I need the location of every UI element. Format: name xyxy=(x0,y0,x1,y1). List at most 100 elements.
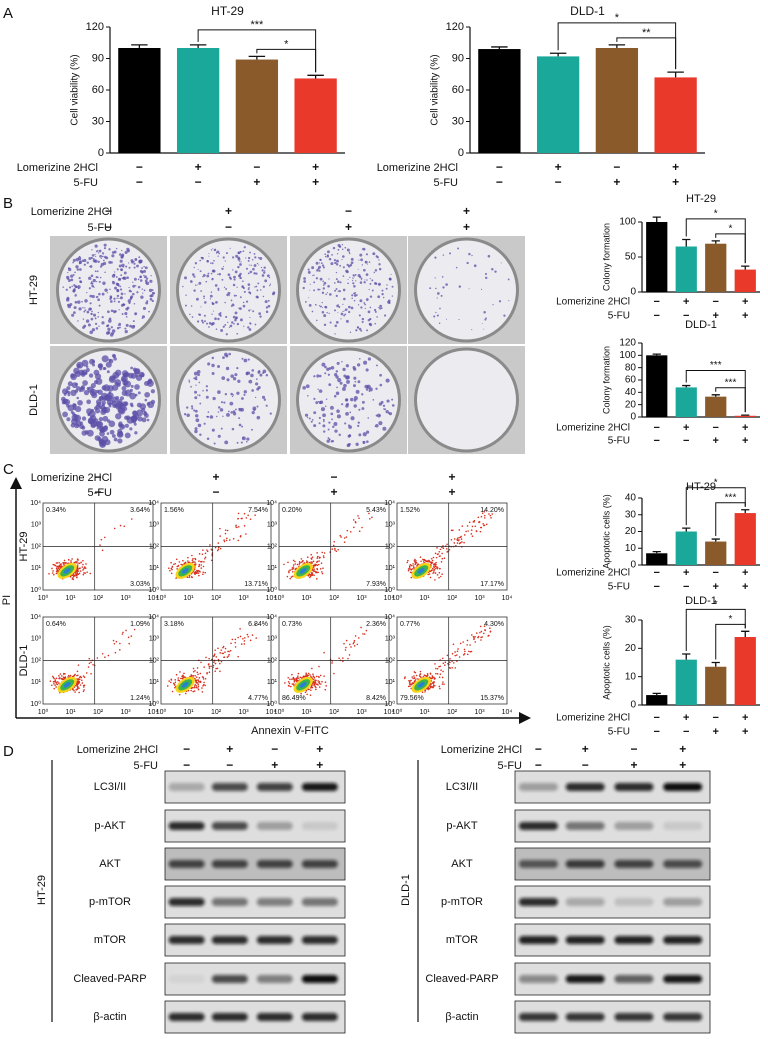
event xyxy=(177,677,179,679)
event xyxy=(77,562,79,564)
colony xyxy=(327,250,330,253)
event xyxy=(416,678,418,680)
colony xyxy=(106,332,109,335)
colony xyxy=(144,289,146,291)
event xyxy=(451,539,453,541)
event xyxy=(188,561,190,563)
event xyxy=(439,686,441,688)
colony xyxy=(355,329,357,331)
x-tick-label: 10¹ xyxy=(419,709,430,716)
colony xyxy=(96,281,97,282)
event xyxy=(194,687,196,689)
colony xyxy=(133,261,134,262)
event xyxy=(222,647,224,649)
bar xyxy=(705,397,726,417)
colony xyxy=(364,279,365,280)
error-bar xyxy=(712,663,720,667)
event xyxy=(442,658,444,660)
colony xyxy=(256,406,258,408)
colony xyxy=(328,313,329,314)
event xyxy=(319,681,321,683)
event xyxy=(413,567,415,569)
event xyxy=(104,656,106,658)
colony xyxy=(86,399,91,404)
event xyxy=(205,678,207,680)
colony xyxy=(92,328,95,331)
colony xyxy=(136,265,139,268)
colony xyxy=(459,285,461,287)
colony xyxy=(82,416,86,420)
event xyxy=(337,549,339,551)
colony xyxy=(449,252,451,254)
event xyxy=(185,693,187,695)
colony xyxy=(112,434,116,438)
colony xyxy=(232,428,235,431)
event xyxy=(175,682,177,684)
quadrant-percent: 13.71% xyxy=(244,581,268,588)
event xyxy=(349,644,351,646)
colony xyxy=(107,432,110,435)
colony xyxy=(254,286,255,287)
colony xyxy=(247,326,249,328)
colony xyxy=(349,277,350,278)
event xyxy=(433,557,435,559)
colony xyxy=(250,374,254,378)
event xyxy=(77,558,79,560)
colony xyxy=(132,285,135,288)
colony xyxy=(499,300,501,302)
colony xyxy=(273,291,276,294)
treatment-sign: − xyxy=(654,422,660,434)
chart-title: DLD-1 xyxy=(685,319,717,331)
colony xyxy=(117,268,119,270)
event xyxy=(339,535,341,537)
treatment-sign: + xyxy=(683,567,689,579)
colony xyxy=(328,422,330,424)
colony xyxy=(330,406,334,410)
colony xyxy=(232,303,235,306)
colony xyxy=(352,277,353,278)
event xyxy=(429,573,431,575)
treatment-sign: + xyxy=(312,175,319,189)
colony xyxy=(114,438,118,442)
colony xyxy=(334,325,337,328)
event xyxy=(291,569,293,571)
colony xyxy=(84,264,86,266)
event xyxy=(228,655,230,657)
colony xyxy=(269,285,270,286)
colony xyxy=(342,248,344,250)
blot-row: LC3I/II xyxy=(446,771,710,803)
event xyxy=(244,637,246,639)
event xyxy=(194,561,196,563)
colony xyxy=(120,286,122,288)
colony xyxy=(225,316,227,318)
colony xyxy=(230,411,233,414)
colony xyxy=(457,247,459,249)
colony xyxy=(334,333,335,334)
quadrant-percent: 14.20% xyxy=(480,507,504,514)
colony xyxy=(263,286,265,288)
colony xyxy=(376,316,378,318)
treatment-sign: − xyxy=(183,758,190,772)
quadrant-percent: 17.17% xyxy=(480,581,504,588)
colony xyxy=(268,300,270,302)
band xyxy=(566,860,605,868)
colony xyxy=(69,303,72,306)
colony xyxy=(313,274,314,275)
colony xyxy=(86,319,89,322)
event xyxy=(244,643,246,645)
cell-line-label: DLD-1 xyxy=(400,874,412,906)
quadrant-percent: 1.24% xyxy=(130,695,150,702)
event xyxy=(362,633,364,635)
event xyxy=(202,549,204,551)
colony xyxy=(212,278,214,280)
colony xyxy=(67,304,70,307)
event xyxy=(412,563,414,565)
y-tick-label: 10 xyxy=(625,543,637,554)
blot-row: Cleaved-PARP xyxy=(73,963,345,995)
colony xyxy=(98,261,100,263)
event xyxy=(89,662,91,664)
event xyxy=(221,661,223,663)
event xyxy=(480,527,482,529)
colony xyxy=(126,248,129,251)
event xyxy=(198,685,200,687)
